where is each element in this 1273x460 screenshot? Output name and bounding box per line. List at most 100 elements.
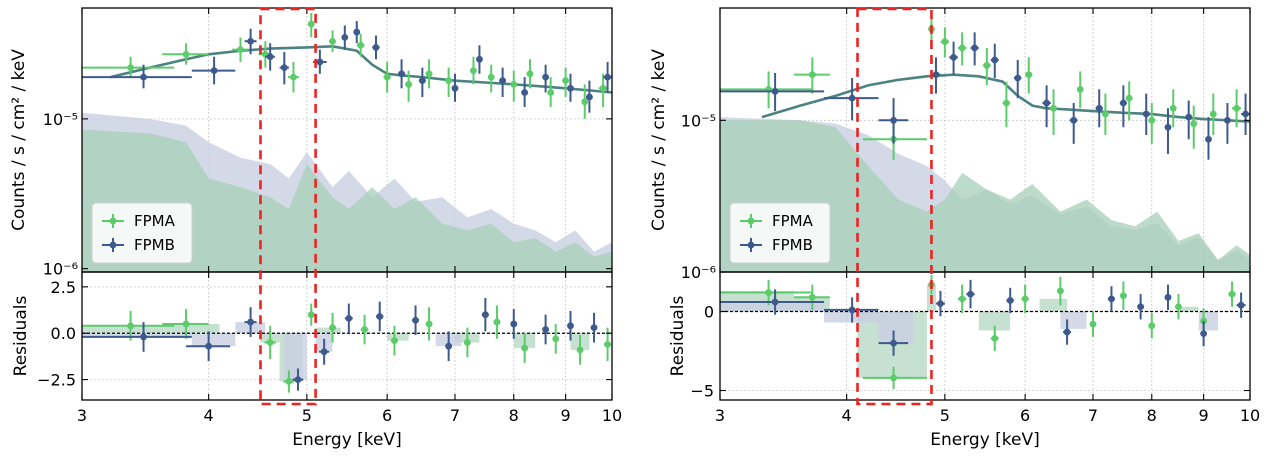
data-point-fpmb (451, 73, 459, 102)
legend-label: FPMB (772, 236, 813, 254)
point-marker (290, 73, 297, 81)
data-point-fpma (470, 56, 477, 85)
residual-bar-fpmb (191, 333, 236, 347)
point-marker (1164, 123, 1172, 131)
point-marker (182, 50, 190, 58)
point-marker (1209, 110, 1217, 118)
residual-point-fpma (425, 307, 433, 341)
residual-point-fpma (360, 314, 369, 345)
data-point-fpmb (265, 43, 275, 71)
residual-axis-label: Residuals (11, 296, 31, 377)
point-marker (398, 70, 405, 78)
legend-label: FPMA (134, 212, 176, 230)
data-point-fpma (356, 33, 365, 57)
residual-point-fpmb (186, 331, 231, 362)
residual-point-fpmb (481, 297, 489, 332)
point-marker (247, 37, 254, 45)
data-point-fpma (562, 67, 570, 98)
model-curve (110, 45, 612, 94)
x-tick-label: 9 (561, 406, 571, 425)
spectrum-points (82, 12, 612, 119)
point-marker (950, 53, 957, 61)
residual-point-fpmb (966, 279, 975, 309)
residual-point-fpma (162, 309, 209, 339)
point-marker (932, 71, 940, 79)
residual-points (720, 275, 1246, 389)
point-marker (376, 313, 384, 320)
point-marker (205, 342, 213, 350)
x-tick-label: 10 (1240, 406, 1260, 425)
residual-axis-label: Residuals (668, 296, 688, 377)
data-point-fpma (162, 43, 209, 65)
residual-point-fpma (1021, 284, 1029, 314)
residual-point-fpmb (244, 307, 257, 337)
point-marker (140, 73, 147, 81)
data-point-fpma (581, 84, 589, 119)
point-marker (510, 320, 518, 328)
point-marker (567, 84, 574, 92)
data-point-fpma (1125, 81, 1133, 121)
point-marker (890, 374, 897, 382)
point-marker (1148, 322, 1156, 330)
data-point-fpmb (1205, 117, 1212, 160)
residual-point-fpma (390, 325, 398, 356)
point-marker (445, 77, 453, 85)
point-marker (481, 311, 489, 319)
point-marker (140, 333, 147, 341)
residual-point-fpma (720, 279, 813, 306)
residual-point-fpmb (319, 338, 330, 365)
data-point-fpmb (949, 41, 958, 75)
x-tick-label: 4 (204, 406, 214, 425)
residual-bar-fpmb (1060, 311, 1087, 329)
point-marker (1025, 71, 1033, 79)
point-marker (266, 339, 274, 346)
residual-frame (719, 271, 1251, 401)
x-axis-label: Energy [keV] (930, 430, 1040, 450)
residual-point-fpmb (878, 330, 909, 356)
data-point-fpmb (824, 78, 879, 121)
residual-point-fpmb (1164, 284, 1172, 310)
data-point-fpmb (244, 28, 257, 55)
x-tick-label: 7 (1088, 406, 1098, 425)
x-tick-label: 7 (450, 406, 460, 425)
data-point-fpma (232, 37, 249, 62)
point-marker (937, 300, 944, 308)
residual-tick-label: 2.5 (51, 278, 76, 297)
point-marker (1095, 104, 1103, 112)
legend-box (729, 202, 831, 264)
residual-point-fpma (1228, 281, 1236, 307)
residual-bar-fpmb (720, 303, 825, 312)
residual-point-fpma (1089, 311, 1097, 337)
data-point-fpma (383, 61, 391, 93)
point-marker (526, 70, 534, 78)
legend: FPMA FPMB (729, 202, 831, 264)
residual-point-fpma (604, 327, 612, 362)
data-point-fpma (425, 59, 433, 89)
y-tick-label: 10⁻⁵ (681, 111, 716, 130)
x-tick-label: 5 (940, 406, 950, 425)
x-tick-label: 8 (509, 406, 519, 425)
point-marker (542, 326, 550, 333)
residual-point-fpma (264, 325, 276, 360)
point-marker (1137, 303, 1145, 311)
data-point-fpma (982, 47, 991, 86)
data-point-fpmb (279, 51, 289, 85)
point-marker (316, 58, 324, 66)
point-marker (1164, 293, 1172, 301)
point-marker (451, 84, 459, 92)
data-point-fpma (598, 73, 608, 108)
point-marker (576, 346, 584, 354)
data-point-fpmb (1241, 93, 1250, 136)
residual-tick-label: −2.5 (37, 371, 76, 390)
point-marker (552, 335, 560, 343)
y-tick-label: 10⁻⁶ (681, 263, 716, 282)
data-point-fpmb (1013, 59, 1022, 99)
point-marker (848, 94, 856, 102)
data-point-fpma (1050, 89, 1057, 136)
data-point-fpmb (720, 73, 825, 112)
data-point-fpmb (567, 73, 574, 102)
legend-marker (109, 241, 117, 249)
data-point-fpma (720, 71, 813, 109)
background-areas (720, 117, 1250, 272)
point-marker (487, 73, 495, 81)
